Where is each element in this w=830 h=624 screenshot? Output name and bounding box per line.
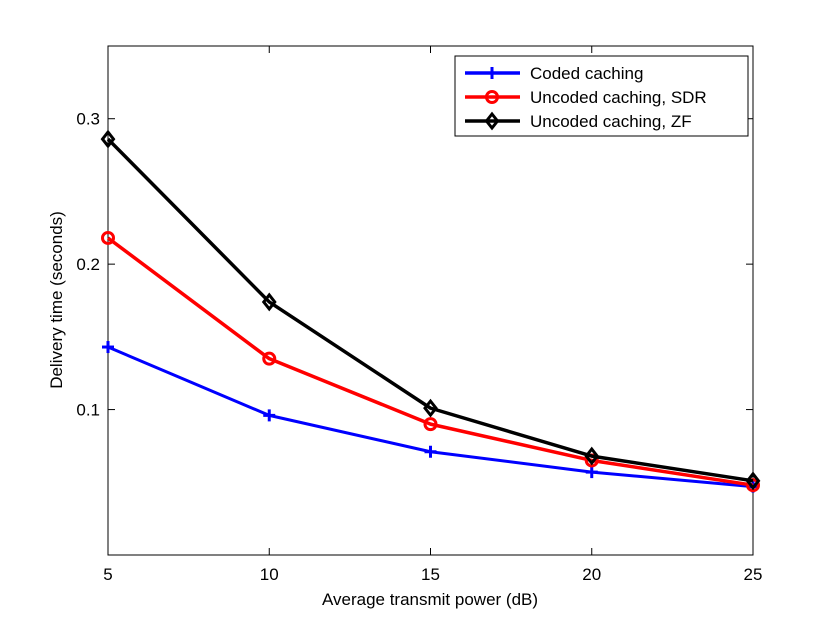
x-axis-ticks: 5 10 15 20 25 [103, 46, 762, 584]
y-tick-label: 0.1 [76, 401, 100, 420]
x-tick-label: 25 [744, 565, 763, 584]
series-line [106, 137, 754, 483]
legend-marker [486, 67, 498, 79]
series-line [106, 236, 754, 487]
data-point [262, 351, 277, 366]
y-axis-label: Delivery time (seconds) [47, 211, 66, 389]
x-tick-label: 20 [582, 565, 601, 584]
series-layer [100, 129, 761, 493]
data-point [263, 409, 276, 422]
x-axis-label: Average transmit power (dB) [322, 590, 538, 609]
legend: Coded caching Uncoded caching, SDR Uncoded… [454, 55, 749, 137]
data-point [585, 466, 598, 479]
data-point [584, 446, 600, 466]
data-point [102, 341, 114, 354]
data-point [100, 129, 116, 149]
y-axis-ticks: 0.1 0.2 0.3 [76, 110, 753, 420]
legend-marker [484, 111, 500, 131]
data-point [261, 292, 277, 312]
legend-marker [485, 90, 499, 104]
y-tick-label: 0.2 [76, 255, 100, 274]
x-tick-label: 15 [421, 565, 440, 584]
x-tick-label: 10 [260, 565, 279, 584]
data-point [745, 471, 761, 491]
legend-label: Coded caching [530, 64, 643, 83]
data-point [423, 417, 438, 432]
x-tick-label: 5 [103, 565, 112, 584]
legend-label: Uncoded caching, SDR [530, 88, 707, 107]
legend-label: Uncoded caching, ZF [530, 112, 692, 131]
data-point [101, 230, 115, 245]
y-tick-label: 0.3 [76, 110, 100, 129]
data-point [423, 398, 438, 418]
legend-items: Coded caching Uncoded caching, SDR Uncoded… [465, 64, 707, 131]
data-point [424, 445, 437, 458]
